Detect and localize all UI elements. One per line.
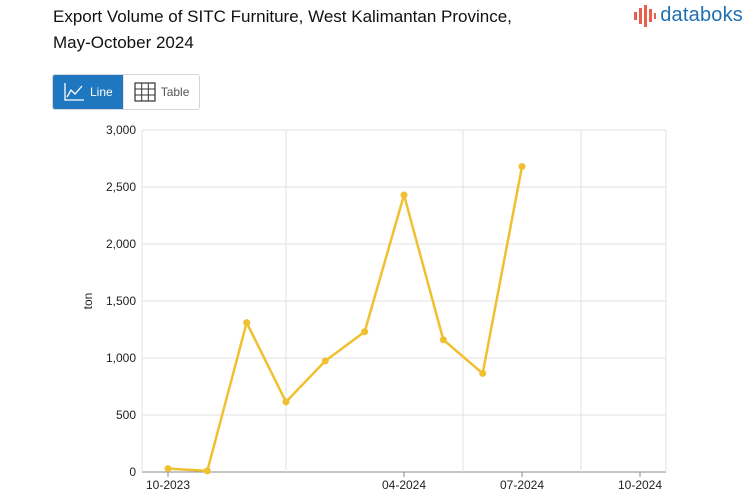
chart-title-line-2: May-October 2024 xyxy=(53,33,194,52)
x-tick-label: 07-2024 xyxy=(500,478,544,492)
line-chart-icon xyxy=(64,83,84,101)
view-toggle: Line Table xyxy=(52,74,201,110)
y-tick-label: 500 xyxy=(116,408,136,422)
chart-title: Export Volume of SITC Furniture, West Ka… xyxy=(53,4,593,56)
data-point xyxy=(164,465,172,473)
chart-title-line-1: Export Volume of SITC Furniture, West Ka… xyxy=(53,7,512,26)
data-point xyxy=(361,328,369,336)
series-line xyxy=(167,166,524,473)
table-grid-icon xyxy=(134,82,156,102)
line-view-button[interactable]: Line xyxy=(53,75,123,109)
y-axis-title: ton xyxy=(81,293,95,310)
y-tick-label: 1,000 xyxy=(106,351,136,365)
data-point xyxy=(203,467,211,475)
databoks-bars-icon xyxy=(634,4,657,27)
data-point xyxy=(282,398,290,406)
line-view-label: Line xyxy=(90,85,113,99)
table-view-label: Table xyxy=(160,85,190,99)
databoks-logo[interactable]: databoks xyxy=(633,4,743,27)
y-tick-label: 3,000 xyxy=(106,123,136,137)
data-point xyxy=(439,336,447,344)
data-point xyxy=(479,369,487,377)
data-point xyxy=(400,191,408,199)
y-tick-label: 0 xyxy=(129,465,136,479)
logo-text: databoks xyxy=(660,4,743,26)
x-tick-label: 10-2024 xyxy=(618,478,662,492)
y-tick-label: 2,500 xyxy=(106,180,136,194)
x-tick-label: 10-2023 xyxy=(146,478,190,492)
data-point xyxy=(518,162,526,170)
y-tick-label: 2,000 xyxy=(106,237,136,251)
table-view-button[interactable]: Table xyxy=(122,75,200,109)
data-point xyxy=(321,357,329,365)
y-tick-label: 1,500 xyxy=(106,294,136,308)
x-tick-label: 04-2024 xyxy=(382,478,426,492)
data-point xyxy=(243,319,251,327)
